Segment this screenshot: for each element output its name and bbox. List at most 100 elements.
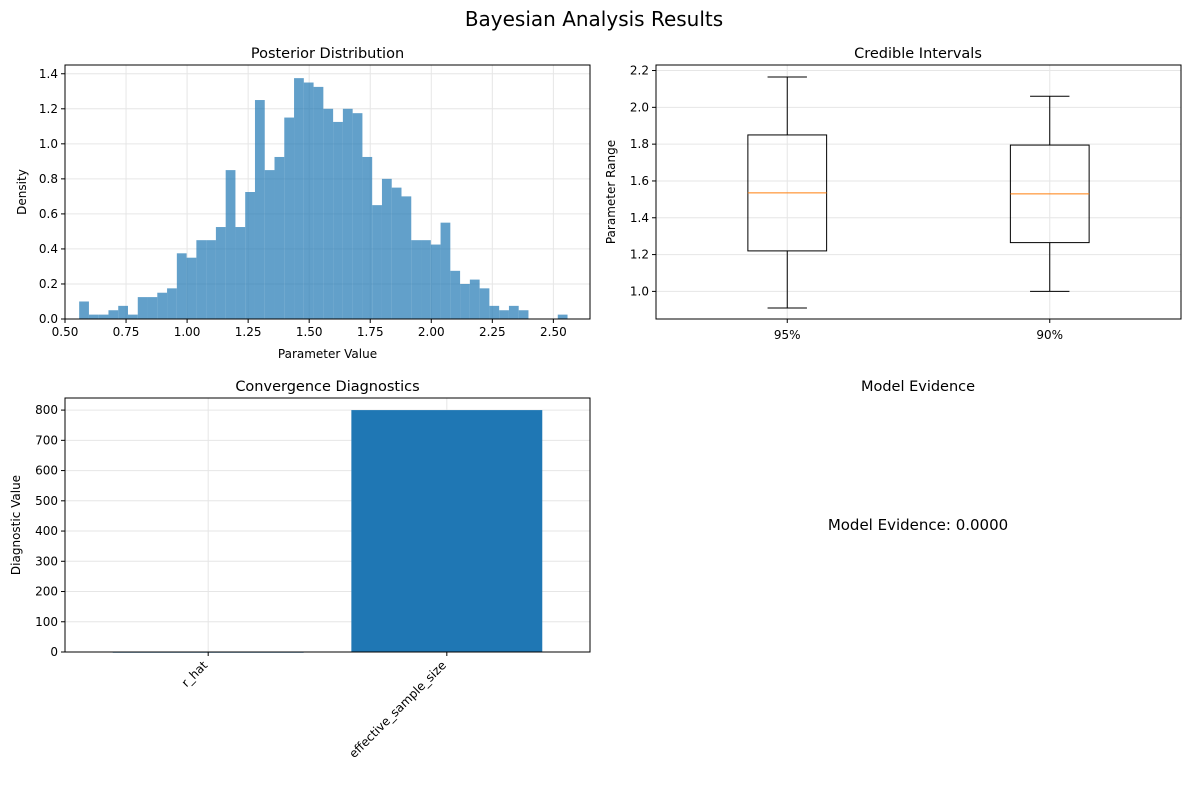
histogram-bar bbox=[167, 288, 177, 319]
histogram-bar bbox=[401, 196, 412, 319]
panel-posterior-distribution: Posterior Distribution 0.50 0.75 1.00 1.25 1… bbox=[15, 46, 591, 361]
histogram-bar bbox=[508, 305, 519, 319]
histogram-bar bbox=[557, 314, 568, 319]
convergence-ytick-label: 500 bbox=[35, 494, 58, 508]
histogram-bar bbox=[206, 240, 216, 319]
posterior-xlabel: Parameter Value bbox=[278, 347, 377, 361]
credible-boxplots bbox=[747, 76, 1090, 309]
histogram-bar bbox=[254, 100, 265, 319]
histogram-bar bbox=[147, 297, 158, 319]
posterior-xtick-label: 0.75 bbox=[113, 325, 140, 339]
posterior-xtick-label: 2.25 bbox=[479, 325, 506, 339]
convergence-ytick-label: 300 bbox=[35, 554, 58, 568]
posterior-ytick-label: 1.4 bbox=[39, 67, 58, 81]
credible-xtick-label: 95% bbox=[774, 328, 801, 342]
posterior-ylabel: Density bbox=[15, 169, 29, 215]
histogram-bar bbox=[186, 257, 197, 319]
histogram-bar bbox=[215, 227, 226, 319]
convergence-ytick-label: 600 bbox=[35, 464, 58, 478]
histogram-bar bbox=[421, 240, 431, 319]
convergence-title: Convergence Diagnostics bbox=[235, 379, 419, 395]
histogram-bar bbox=[479, 288, 490, 319]
credible-ytick-label: 1.0 bbox=[630, 284, 649, 298]
histogram-bar bbox=[108, 310, 119, 319]
credible-xtick-label: 90% bbox=[1036, 328, 1063, 342]
convergence-xtick-label: r_hat bbox=[179, 658, 211, 690]
histogram-bar bbox=[118, 305, 128, 319]
credible-ytick-label: 1.4 bbox=[630, 211, 649, 225]
convergence-ytick-label: 100 bbox=[35, 615, 58, 629]
credible-ytick-label: 1.2 bbox=[630, 248, 649, 262]
credible-ytick-label: 2.0 bbox=[630, 100, 649, 114]
posterior-ytick-label: 0.4 bbox=[39, 242, 58, 256]
histogram-bar bbox=[294, 78, 304, 319]
credible-ytick-label: 1.8 bbox=[630, 137, 649, 151]
posterior-ytick-label: 1.0 bbox=[39, 137, 58, 151]
credible-ticks: 1.0 1.2 1.4 1.6 1.8 2.0 2.2 95% 90% bbox=[630, 64, 1063, 342]
posterior-ticks: 0.50 0.75 1.00 1.25 1.50 1.75 2.00 2.25 2.50 0.0 0… bbox=[39, 67, 567, 339]
posterior-ytick-label: 0.8 bbox=[39, 172, 58, 186]
histogram-bar bbox=[362, 156, 373, 319]
posterior-ytick-label: 0.2 bbox=[39, 277, 58, 291]
credible-title: Credible Intervals bbox=[854, 46, 982, 62]
histogram-bar bbox=[489, 305, 500, 319]
histogram-bar bbox=[342, 108, 353, 319]
panel-credible-intervals: Credible Intervals 1.0 1.2 1.4 1.6 1.8 2.0 2.2… bbox=[604, 46, 1182, 342]
histogram-bar bbox=[430, 244, 441, 319]
convergence-ytick-label: 200 bbox=[35, 585, 58, 599]
histogram-bar bbox=[323, 108, 334, 319]
convergence-ytick-label: 700 bbox=[35, 433, 58, 447]
histogram-bar bbox=[235, 227, 246, 319]
credible-grid bbox=[656, 65, 1181, 319]
convergence-axes-frame bbox=[64, 397, 591, 653]
panel-model-evidence: Model Evidence Model Evidence: 0.0000 bbox=[828, 379, 1008, 534]
histogram-bar bbox=[391, 187, 402, 319]
histogram-bar bbox=[245, 192, 255, 319]
posterior-xtick-label: 0.50 bbox=[52, 325, 79, 339]
histogram-bar bbox=[176, 253, 187, 319]
posterior-xtick-label: 2.50 bbox=[540, 325, 567, 339]
histogram-bar bbox=[79, 301, 89, 319]
histogram-bar bbox=[469, 279, 480, 319]
posterior-histogram-bars bbox=[79, 78, 568, 320]
credible-ytick-label: 1.6 bbox=[630, 174, 649, 188]
convergence-ytick-label: 400 bbox=[35, 524, 58, 538]
histogram-bar bbox=[303, 82, 314, 319]
histogram-bar bbox=[381, 178, 392, 319]
histogram-bar bbox=[284, 117, 295, 319]
histogram-bar bbox=[88, 314, 99, 319]
histogram-bar bbox=[372, 205, 382, 319]
histogram-bar bbox=[411, 240, 422, 319]
convergence-bars bbox=[112, 410, 543, 653]
posterior-title: Posterior Distribution bbox=[251, 46, 404, 62]
posterior-axes-frame bbox=[64, 64, 591, 320]
credible-ytick-label: 2.2 bbox=[630, 64, 649, 78]
evidence-title: Model Evidence bbox=[861, 379, 975, 395]
histogram-bar bbox=[460, 283, 470, 319]
convergence-bar bbox=[351, 410, 543, 652]
posterior-xtick-label: 2.00 bbox=[418, 325, 445, 339]
convergence-ylabel: Diagnostic Value bbox=[9, 475, 23, 575]
histogram-bar bbox=[225, 170, 236, 319]
histogram-bar bbox=[157, 292, 168, 319]
histogram-bar bbox=[499, 310, 509, 319]
posterior-xtick-label: 1.00 bbox=[174, 325, 201, 339]
figure-suptitle: Bayesian Analysis Results bbox=[465, 7, 723, 31]
convergence-xtick-label: effective_sample_size bbox=[346, 658, 449, 761]
convergence-ytick-label: 0 bbox=[50, 645, 58, 659]
posterior-xtick-label: 1.25 bbox=[235, 325, 262, 339]
credible-axes-frame bbox=[655, 64, 1182, 320]
posterior-ytick-label: 0.0 bbox=[39, 312, 58, 326]
histogram-bar bbox=[333, 121, 343, 320]
histogram-bar bbox=[440, 222, 451, 319]
histogram-bar bbox=[264, 170, 275, 319]
histogram-bar bbox=[518, 310, 529, 319]
panel-convergence-diagnostics: Convergence Diagnostics 0 100 200 300 400 500… bbox=[9, 379, 591, 761]
histogram-bar bbox=[128, 314, 138, 319]
posterior-xtick-label: 1.50 bbox=[296, 325, 323, 339]
histogram-bar bbox=[98, 314, 109, 319]
credible-ylabel: Parameter Range bbox=[604, 140, 618, 244]
histogram-bar bbox=[274, 156, 285, 319]
posterior-xtick-label: 1.75 bbox=[357, 325, 384, 339]
histogram-bar bbox=[196, 240, 207, 319]
